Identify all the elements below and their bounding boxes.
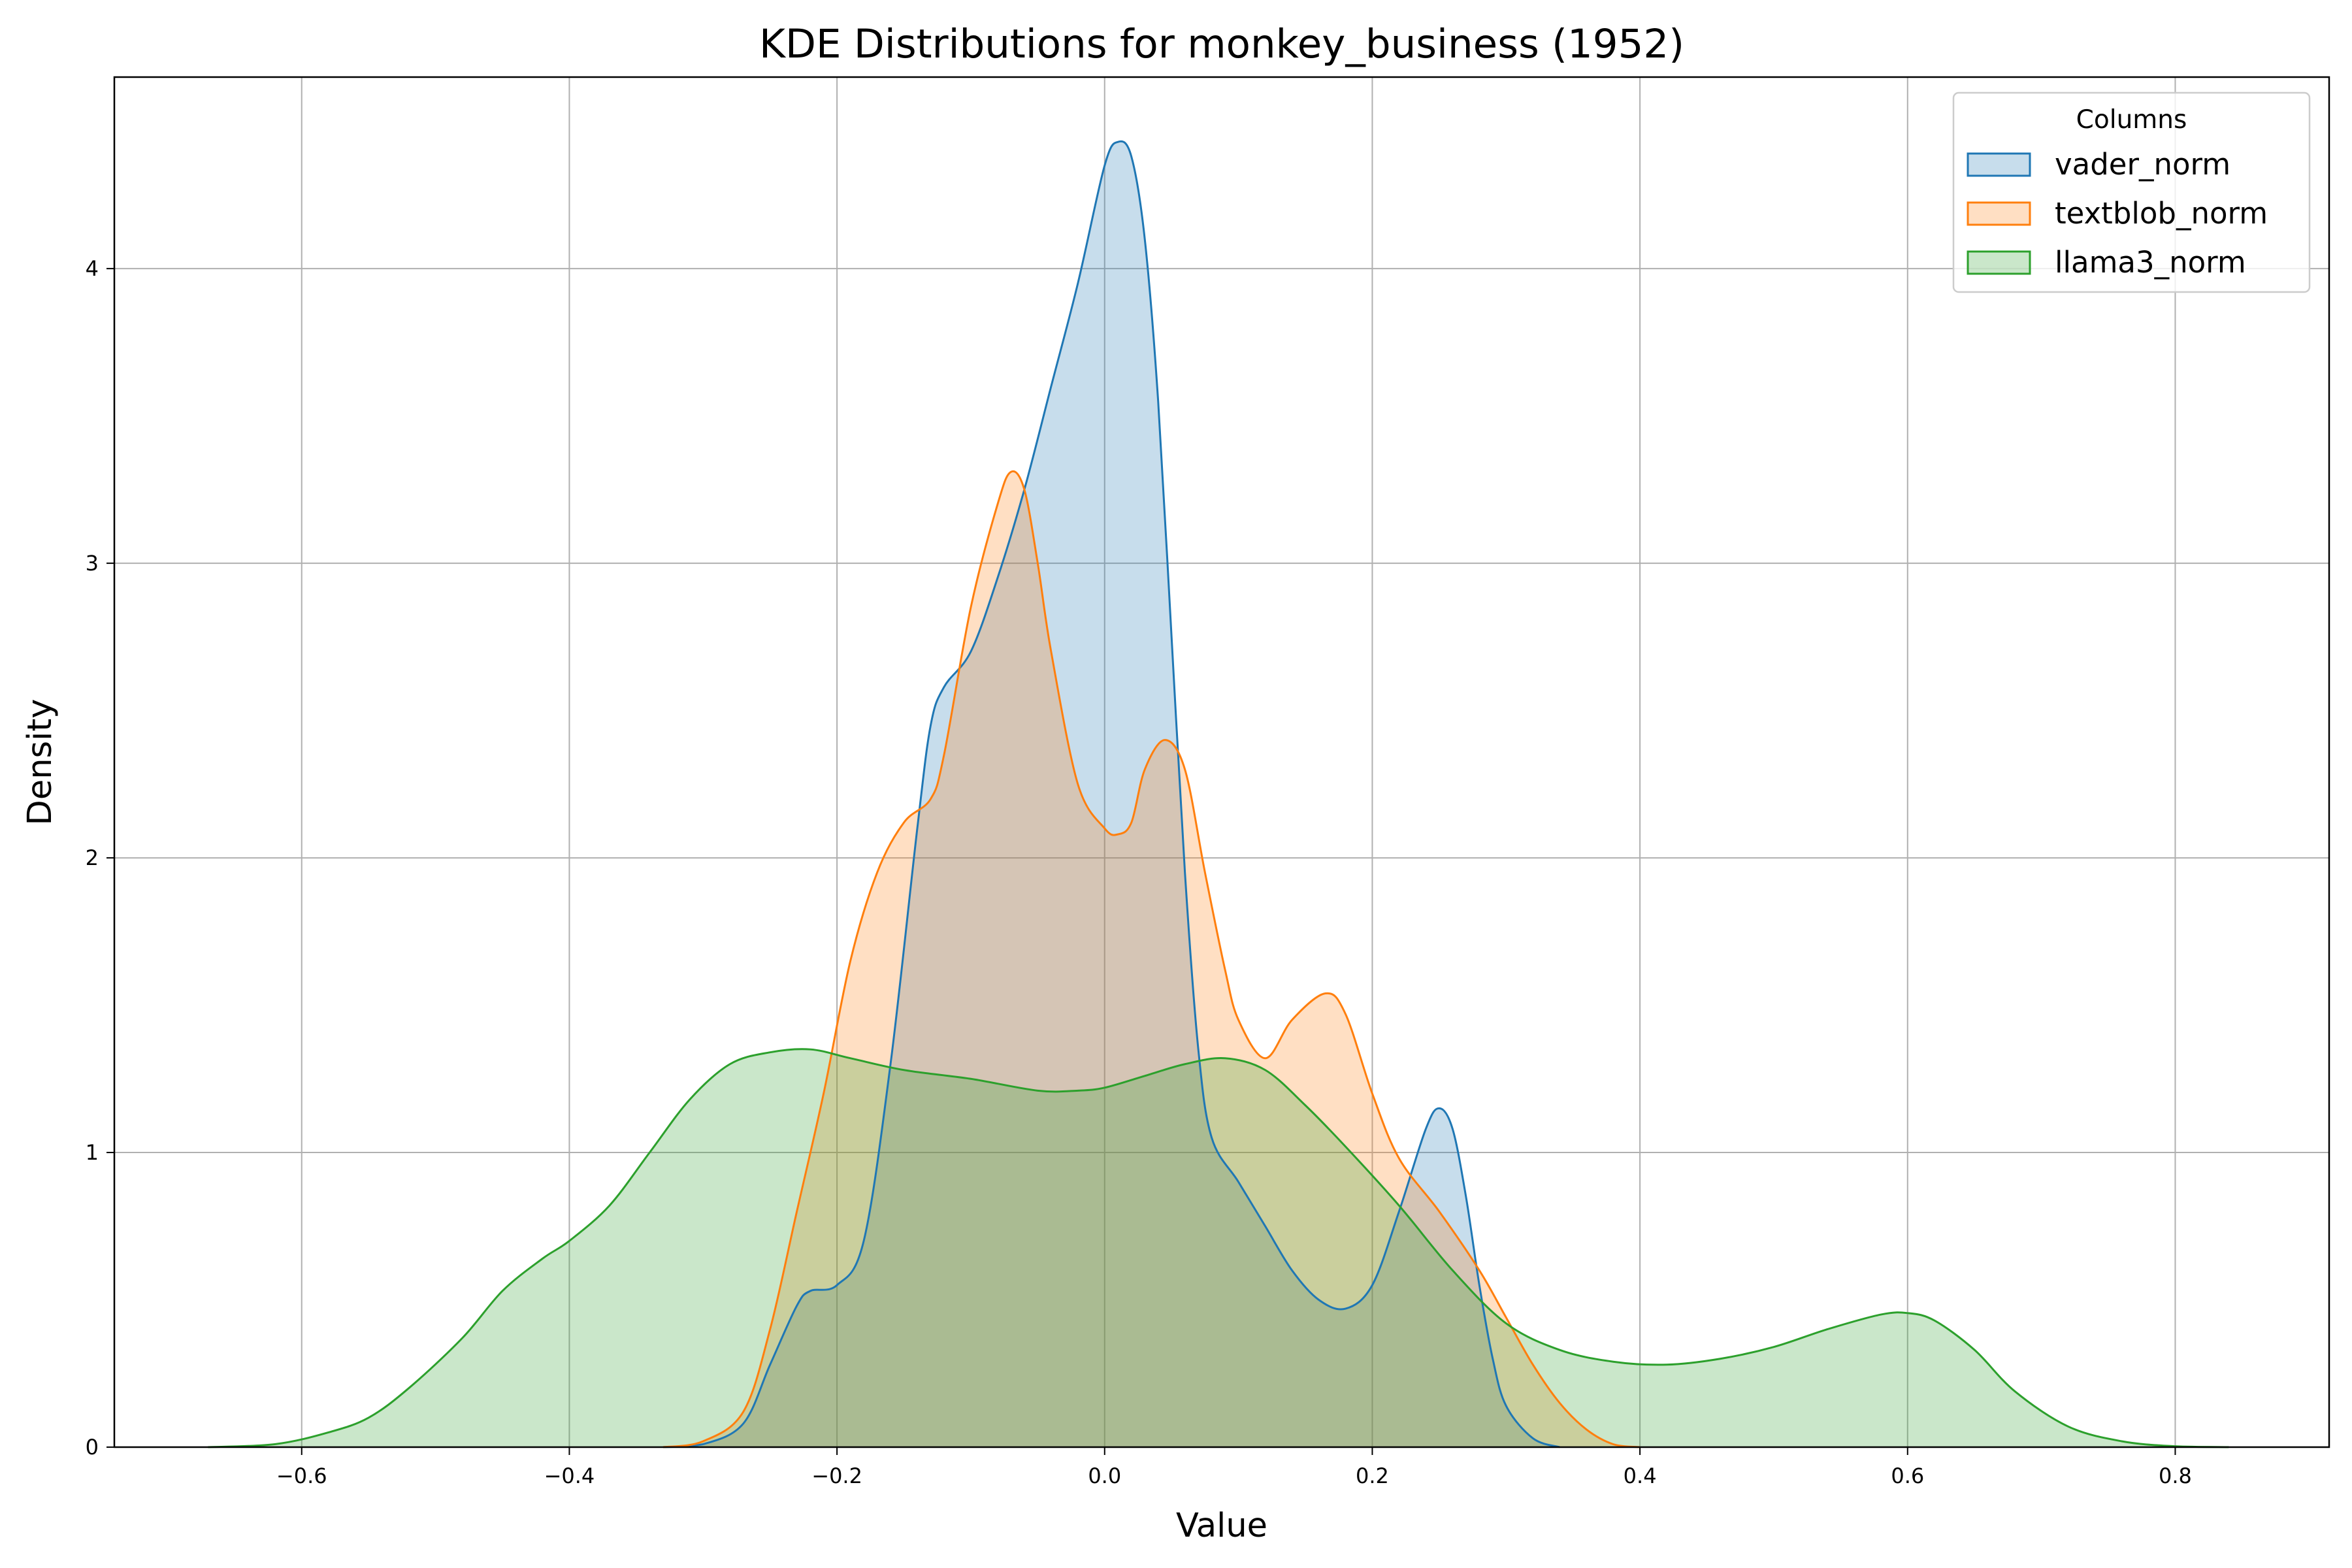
textblob_norm-line — [662, 470, 1641, 1448]
x-tick-label: −0.6 — [276, 1463, 327, 1488]
legend-items: vader_norm textblob_norm llama3_norm — [1967, 147, 2268, 280]
y-tick-label: 4 — [86, 256, 99, 281]
x-tick-label: 0.8 — [2159, 1463, 2192, 1488]
legend-item-llama3_norm: llama3_norm — [1967, 245, 2246, 280]
legend-swatch — [1967, 250, 2031, 275]
legend-label: llama3_norm — [2055, 245, 2246, 280]
y-axis-title: Density — [21, 699, 59, 826]
y-tick-label: 1 — [86, 1140, 99, 1165]
x-tick-label: 0.6 — [1891, 1463, 1924, 1488]
x-tick-label: 0.2 — [1356, 1463, 1389, 1488]
legend-item-textblob_norm: textblob_norm — [1967, 196, 2268, 231]
chart-title: KDE Distributions for monkey_business (1… — [759, 21, 1684, 67]
legend-item-vader_norm: vader_norm — [1967, 147, 2230, 182]
vader_norm-line — [662, 140, 1560, 1448]
llama3_norm-area — [208, 1049, 2229, 1447]
legend-swatch — [1967, 152, 2031, 177]
vader_norm-area — [662, 141, 1560, 1447]
legend: Columns vader_norm textblob_norm llama3_no… — [1952, 91, 2311, 293]
axis-ticks: −0.6 −0.4 −0.2 0.0 0.2 0.4 0.6 0.8 0 1 2 3 4 — [86, 256, 2192, 1488]
legend-box — [1952, 91, 2311, 293]
x-tick-label: 0.0 — [1088, 1463, 1121, 1488]
legend-swatch — [1967, 201, 2031, 226]
plot-frame — [113, 76, 2330, 1448]
y-tick-label: 3 — [86, 551, 99, 576]
x-axis-title: Value — [1176, 1507, 1267, 1545]
legend-label: textblob_norm — [2055, 196, 2268, 231]
llama3_norm-line — [208, 1048, 2229, 1448]
x-tick-label: −0.4 — [544, 1463, 595, 1488]
legend-label: vader_norm — [2055, 147, 2230, 182]
legend-title: Columns — [2076, 105, 2187, 135]
y-tick-label: 0 — [86, 1435, 99, 1460]
x-tick-label: −0.2 — [811, 1463, 862, 1488]
y-tick-label: 2 — [86, 845, 99, 870]
series-lines — [208, 140, 2229, 1448]
x-tick-label: 0.4 — [1624, 1463, 1657, 1488]
